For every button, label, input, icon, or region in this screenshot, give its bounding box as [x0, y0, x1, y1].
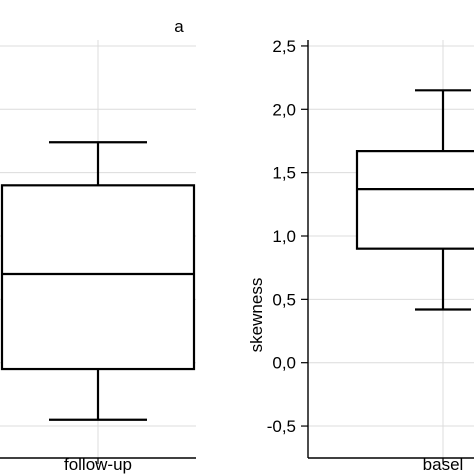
- iqr-box-0: [0, 184, 196, 371]
- left-boxplot-panel: follow-up: [0, 40, 196, 474]
- x-category-label-1: basel: [423, 455, 464, 474]
- y-tick-label-4: 0,5: [272, 290, 296, 309]
- right-boxplot-panel: 2,5 2,0 1,5 1,0 0,5 0,0 -0,5 basel skewness: [247, 37, 474, 474]
- y-tick-label-6: -0,5: [267, 417, 296, 436]
- y-tick-label-5: 0,0: [272, 354, 296, 373]
- y-tick-label-0: 2,5: [272, 37, 296, 56]
- y-tick-label-2: 1,5: [272, 164, 296, 183]
- y-tick-label-3: 1,0: [272, 227, 296, 246]
- y-tick-label-1: 2,0: [272, 100, 296, 119]
- y-axis-title-1: skewness: [247, 278, 266, 353]
- panel-label: a: [174, 17, 184, 36]
- x-category-label-0: follow-up: [64, 455, 132, 474]
- iqr-box-1: [355, 150, 474, 250]
